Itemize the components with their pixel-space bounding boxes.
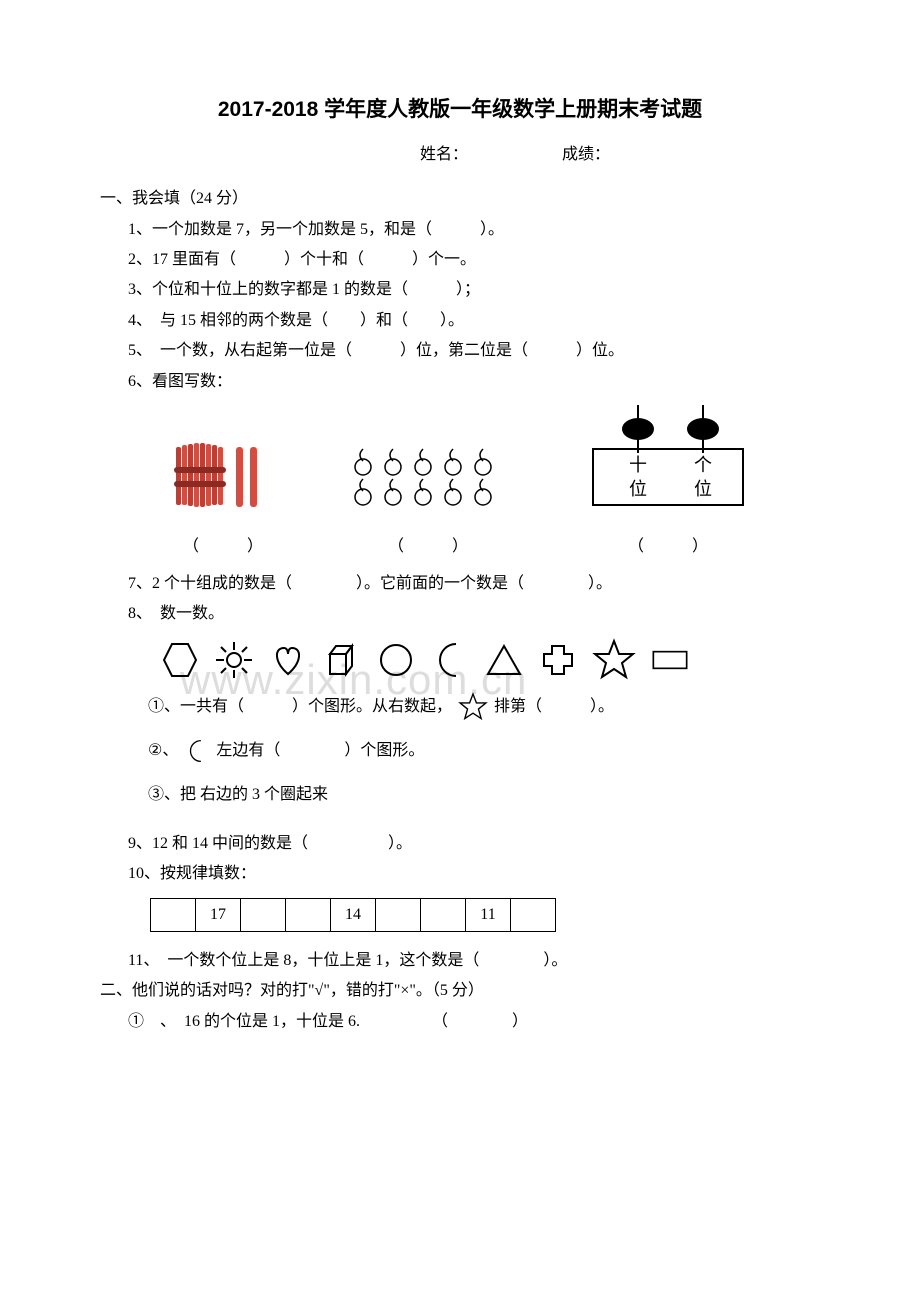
seq-cell: [241, 898, 286, 931]
q8-shapes-row: [100, 638, 820, 682]
abacus-shi: 十: [629, 455, 647, 475]
crescent-inline-icon: [184, 736, 210, 766]
section-2-heading: 二、他们说的话对吗？对的打"√"，错的打"×"。（5 分）: [100, 976, 820, 1006]
sequence-table: 17 14 11: [150, 898, 556, 932]
abacus-ge: 个: [694, 455, 712, 475]
q6-ans3: （ ）: [568, 532, 768, 562]
sticks-icon: [168, 441, 278, 511]
q6-sticks: （ ）: [148, 441, 298, 563]
name-score-row: 姓名： 成绩：: [100, 140, 820, 170]
q7: 7、2 个十组成的数是（ ）。它前面的一个数是（ ）。: [100, 569, 820, 599]
s2-q1: ① 、 16 的个位是 1，十位是 6. （ ）: [100, 1007, 820, 1037]
star-icon: [592, 638, 636, 682]
q4: 4、 与 15 相邻的两个数是（ ）和（ ）。: [100, 306, 820, 336]
q9: 9、12 和 14 中间的数是（ ）。: [100, 829, 820, 859]
section-1-heading: 一、我会填（24 分）: [100, 184, 820, 214]
cherries-icon: [343, 445, 513, 511]
q5: 5、 一个数，从右起第一位是（ ）位，第二位是（ ）位。: [100, 336, 820, 366]
abacus-wei1: 位: [629, 479, 647, 499]
q6-abacus: 十 个 位 位 （ ）: [568, 401, 768, 563]
seq-cell: [511, 898, 556, 931]
name-label: 姓名：: [420, 146, 468, 163]
seq-cell: [151, 898, 196, 931]
circle-icon: [376, 640, 416, 680]
q8-2: ②、 左边有（ ）个图形。: [100, 736, 820, 766]
seq-cell: [376, 898, 421, 931]
seq-cell: 17: [196, 898, 241, 931]
q6-cherries: （ ）: [328, 445, 528, 563]
q6-figures-row: （ ） （ ）: [100, 401, 820, 563]
q10: 10、按规律填数：: [100, 859, 820, 889]
page-title: 2017-2018 学年度人教版一年级数学上册期末考试题: [100, 90, 820, 130]
q8-3: ③、把 右边的 3 个圈起来: [100, 780, 820, 810]
seq-cell: [421, 898, 466, 931]
star-inline-icon: [458, 692, 488, 722]
q3: 3、个位和十位上的数字都是 1 的数是（ ）；: [100, 275, 820, 305]
q2: 2、17 里面有（ ）个十和（ ）个一。: [100, 245, 820, 275]
abacus-icon: 十 个 位 位: [583, 401, 753, 511]
heart-icon: [268, 640, 308, 680]
q8-2b: 左边有（ ）个图形。: [216, 742, 424, 759]
q6: 6、看图写数：: [100, 367, 820, 397]
crescent-icon: [430, 640, 470, 680]
seq-cell: 11: [466, 898, 511, 931]
cube-icon: [322, 640, 362, 680]
triangle-icon: [484, 640, 524, 680]
seq-cell: 14: [331, 898, 376, 931]
q8-2a: ②、: [148, 742, 178, 759]
q8: 8、 数一数。: [100, 599, 820, 629]
hexagon-icon: [160, 640, 200, 680]
q8-1a: ①、一共有（ ）个图形。从右数起，: [148, 698, 452, 715]
sun-icon: [214, 640, 254, 680]
q6-ans2: （ ）: [328, 532, 528, 562]
rectangle-icon: [650, 640, 690, 680]
q8-1b: 排第（ ）。: [494, 698, 614, 715]
q1: 1、一个加数是 7，另一个加数是 5，和是（ ）。: [100, 215, 820, 245]
seq-cell: [286, 898, 331, 931]
q11: 11、 一个数个位上是 8，十位上是 1，这个数是（ ）。: [100, 946, 820, 976]
score-label: 成绩：: [562, 146, 610, 163]
q6-ans1: （ ）: [148, 532, 298, 562]
q8-1: ①、一共有（ ）个图形。从右数起， 排第（ ）。: [100, 692, 820, 722]
abacus-wei2: 位: [694, 479, 712, 499]
cross-icon: [538, 640, 578, 680]
